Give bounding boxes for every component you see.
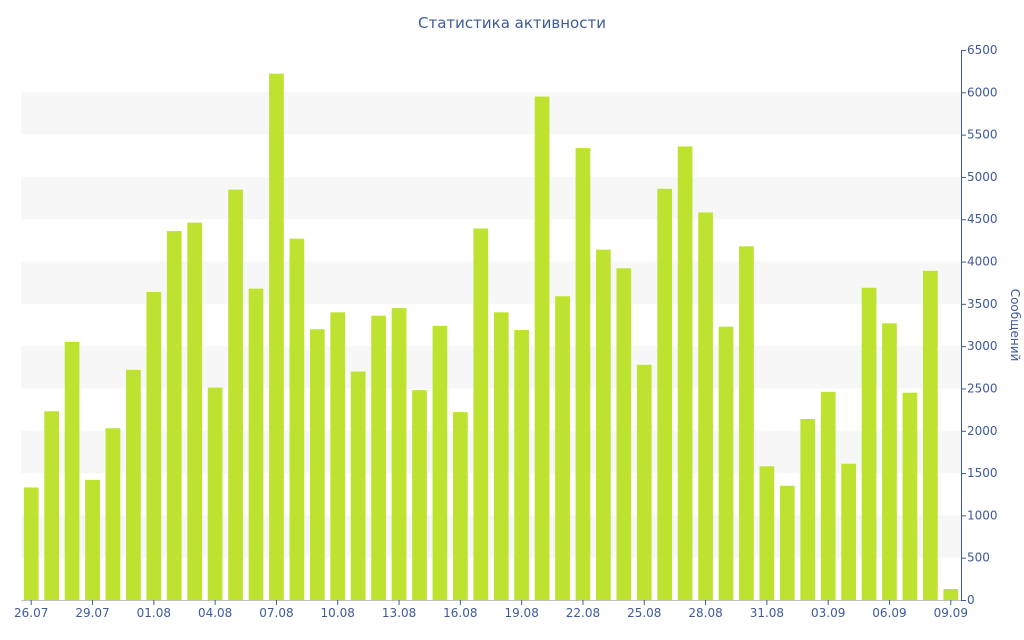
bar-20.08: [534, 96, 550, 600]
y-tick-label: 0: [967, 593, 975, 607]
bar-12.08: [371, 315, 386, 600]
bar-02.09: [800, 418, 816, 600]
bar-29.07: [85, 479, 100, 600]
x-ticks: 26.07 29.07 01.08 04.08 07.08 10.08 13.08 16.08…: [14, 600, 968, 620]
x-tick-label: 28.08: [688, 606, 722, 620]
y-tick-label: 1500: [967, 466, 998, 480]
grid-bands: [21, 92, 961, 558]
x-tick-label: 29.07: [75, 606, 109, 620]
bar-06.08: [248, 288, 264, 600]
axes: [21, 50, 962, 601]
bar-07.09: [902, 392, 918, 600]
bar-22.08: [575, 148, 591, 600]
bar-03.09: [820, 391, 836, 600]
y-tick-label: 4000: [967, 255, 998, 269]
bar-01.08: [146, 292, 162, 600]
bar-27.07: [44, 411, 60, 600]
y-tick-label: 3000: [967, 339, 998, 353]
x-tick-label: 03.09: [811, 606, 845, 620]
bar-28.08: [698, 212, 713, 600]
bar-18.08: [493, 312, 509, 600]
bar-14.08: [412, 390, 427, 600]
bar-23.08: [596, 249, 611, 600]
x-tick-label: 10.08: [321, 606, 355, 620]
bar-27.08: [677, 146, 693, 600]
x-tick-label: 07.08: [259, 606, 293, 620]
bar-30.07: [105, 428, 121, 600]
y-ticks: 0 500 1000 1500 2000 2500 3000 3500 4000 4500 5000…: [961, 43, 998, 607]
bar-09.08: [309, 329, 325, 600]
bar-07.08: [269, 73, 284, 600]
bar-21.08: [555, 296, 570, 600]
bar-15.08: [432, 325, 448, 600]
grid-band: [21, 346, 961, 389]
grid-band: [21, 92, 961, 135]
y-tick-label: 6000: [967, 85, 998, 99]
y-axis-label: Сообщений: [1008, 289, 1022, 362]
bar-16.08: [452, 412, 468, 600]
x-tick-label: 06.09: [872, 606, 906, 620]
bar-11.08: [350, 371, 366, 600]
x-tick-label: 19.08: [504, 606, 538, 620]
chart-title: Статистика активности: [418, 14, 606, 32]
bar-09.09: [943, 589, 959, 600]
bar-04.09: [841, 463, 856, 600]
bar-01.09: [779, 485, 795, 600]
x-tick-label: 26.07: [14, 606, 48, 620]
y-tick-label: 6500: [967, 43, 998, 57]
y-tick-label: 3500: [967, 297, 998, 311]
bar-29.08: [718, 326, 734, 600]
x-tick-label: 22.08: [566, 606, 600, 620]
y-tick-label: 4500: [967, 212, 998, 226]
y-tick-label: 5000: [967, 170, 998, 184]
bar-19.08: [514, 330, 530, 600]
bar-06.09: [882, 323, 897, 600]
bar-05.09: [861, 287, 877, 600]
grid-band: [21, 515, 961, 558]
x-tick-label: 25.08: [627, 606, 661, 620]
bar-28.07: [64, 341, 80, 600]
grid-band: [21, 176, 961, 220]
bar-04.08: [207, 387, 223, 600]
y-tick-label: 2000: [967, 424, 998, 438]
bar-26.07: [23, 487, 39, 600]
x-tick-label: 31.08: [750, 606, 784, 620]
y-tick-label: 1000: [967, 508, 998, 522]
x-tick-label: 16.08: [443, 606, 477, 620]
y-tick-label: 2500: [967, 381, 998, 395]
bar-13.08: [391, 308, 407, 600]
bar-24.08: [616, 268, 632, 600]
bar-25.08: [636, 364, 652, 600]
bar-02.08: [166, 231, 182, 600]
bar-31.08: [759, 466, 775, 600]
bar-05.08: [228, 189, 243, 600]
bar-17.08: [473, 228, 489, 601]
x-tick-label: 13.08: [382, 606, 416, 620]
y-tick-label: 500: [967, 551, 990, 565]
bar-30.08: [739, 246, 754, 600]
bar-08.09: [922, 270, 938, 600]
bar-08.08: [289, 238, 305, 600]
bar-26.08: [657, 188, 673, 600]
grid-band: [21, 261, 961, 304]
bar-31.07: [126, 369, 141, 600]
x-tick-label: 01.08: [137, 606, 171, 620]
x-tick-label: 09.09: [934, 606, 968, 620]
bar-10.08: [330, 312, 346, 600]
grid-band: [21, 430, 961, 474]
bars: [23, 73, 959, 601]
y-tick-label: 5500: [967, 128, 998, 142]
bar-03.08: [187, 222, 203, 600]
x-tick-label: 04.08: [198, 606, 232, 620]
